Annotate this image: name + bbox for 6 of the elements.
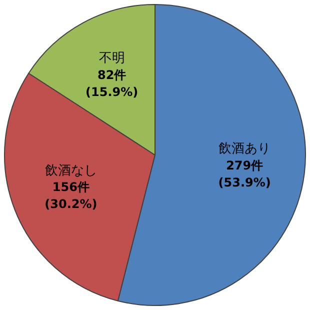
slice-label: 飲酒あり bbox=[218, 142, 271, 157]
slice-label: 飲酒なし bbox=[44, 163, 97, 178]
slice-label: 不明 bbox=[98, 51, 125, 66]
data-label: 82件 (15.9%) bbox=[86, 68, 138, 99]
data-label: 279件 (53.9%) bbox=[218, 158, 271, 190]
data-label: 156件 (30.2%) bbox=[44, 180, 98, 212]
